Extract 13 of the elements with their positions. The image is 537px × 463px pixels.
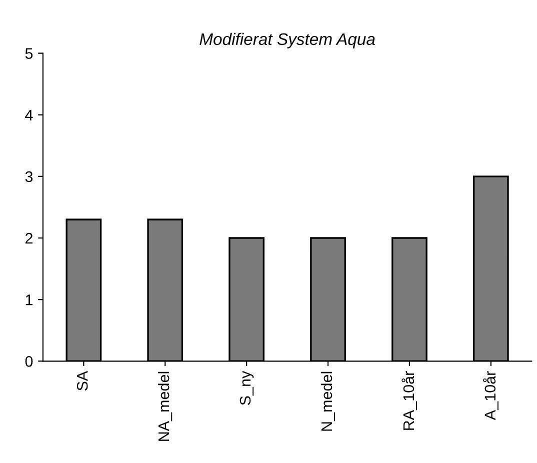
y-tick-label: 0 [25, 356, 33, 367]
x-tick-label: RA_10år [402, 371, 418, 430]
x-tick-label: N_medel [320, 372, 336, 431]
chart-title: Modifierat System Aqua [200, 32, 375, 48]
x-tick-label: S_ny [240, 370, 254, 405]
y-tick-label: 4 [25, 110, 33, 120]
x-tick-label: A_10år [483, 371, 498, 420]
y-tick-label: 2 [26, 232, 32, 244]
y-tick-label: 5 [25, 48, 33, 59]
x-tick-label: SA [76, 370, 88, 391]
x-tick-label: NA_medel [158, 372, 172, 441]
y-tick-label: 1 [26, 294, 32, 306]
y-tick-label: 3 [25, 171, 33, 182]
